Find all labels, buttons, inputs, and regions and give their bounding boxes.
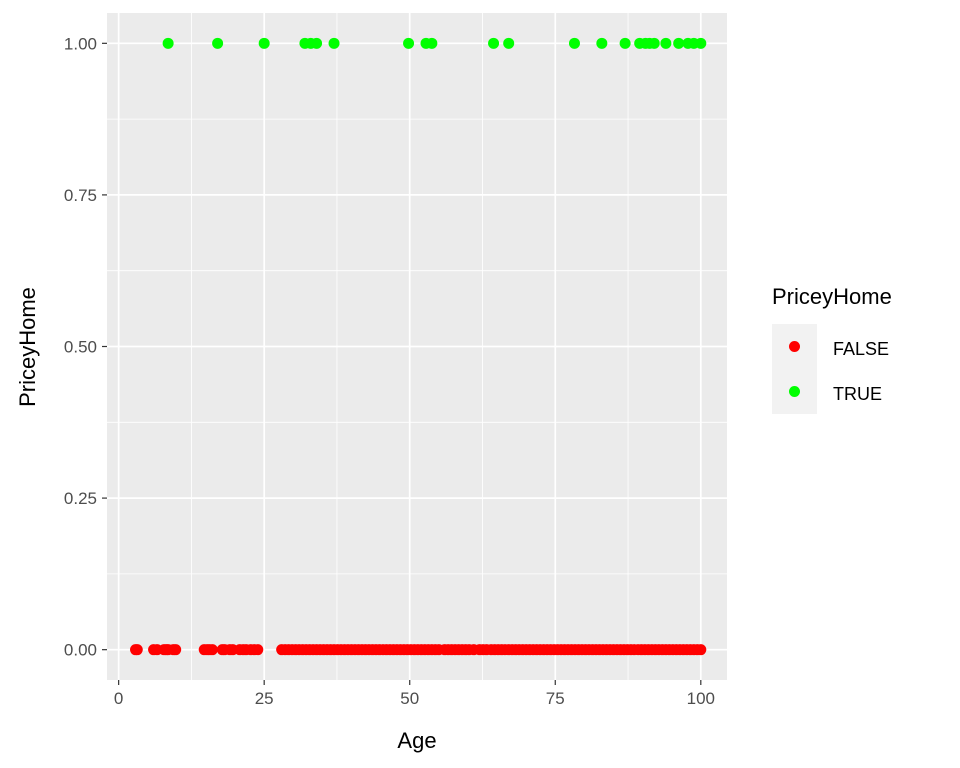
x-tick-label: 100 [687, 689, 715, 708]
x-tick-label: 75 [546, 689, 565, 708]
point-true [619, 37, 631, 49]
point-true [403, 37, 415, 49]
legend-label-false: FALSE [833, 339, 889, 359]
point-false [252, 644, 264, 656]
legend-marker-true [789, 386, 800, 397]
point-true [426, 37, 438, 49]
y-axis: 0.00 0.25 0.50 0.75 1.00 [64, 34, 107, 660]
point-true [311, 37, 323, 49]
x-tick-label: 25 [255, 689, 274, 708]
x-tick-label: 0 [114, 689, 123, 708]
y-tick-label: 0.50 [64, 338, 97, 357]
x-tick-label: 50 [400, 689, 419, 708]
point-false [695, 644, 707, 656]
legend-title: PriceyHome [772, 284, 892, 309]
y-tick-label: 0.25 [64, 489, 97, 508]
y-axis-title: PriceyHome [15, 287, 40, 407]
legend-marker-false [789, 341, 800, 352]
point-true [258, 37, 270, 49]
point-false [206, 644, 218, 656]
point-true [212, 37, 224, 49]
legend: PriceyHome FALSE TRUE [772, 284, 892, 414]
y-tick-label: 0.00 [64, 641, 97, 660]
point-true [568, 37, 580, 49]
point-true [503, 37, 515, 49]
point-true [695, 37, 707, 49]
y-tick-label: 1.00 [64, 34, 97, 53]
legend-label-true: TRUE [833, 384, 882, 404]
data-points [130, 37, 707, 656]
point-true [596, 37, 608, 49]
point-true [660, 37, 672, 49]
point-false [131, 644, 143, 656]
x-axis: 0 25 50 75 100 [114, 680, 715, 708]
point-true [162, 37, 174, 49]
point-true [488, 37, 500, 49]
x-axis-title: Age [397, 728, 436, 753]
point-true [673, 37, 685, 49]
y-tick-label: 0.75 [64, 186, 97, 205]
point-false [170, 644, 182, 656]
point-true [648, 37, 660, 49]
point-true [328, 37, 340, 49]
